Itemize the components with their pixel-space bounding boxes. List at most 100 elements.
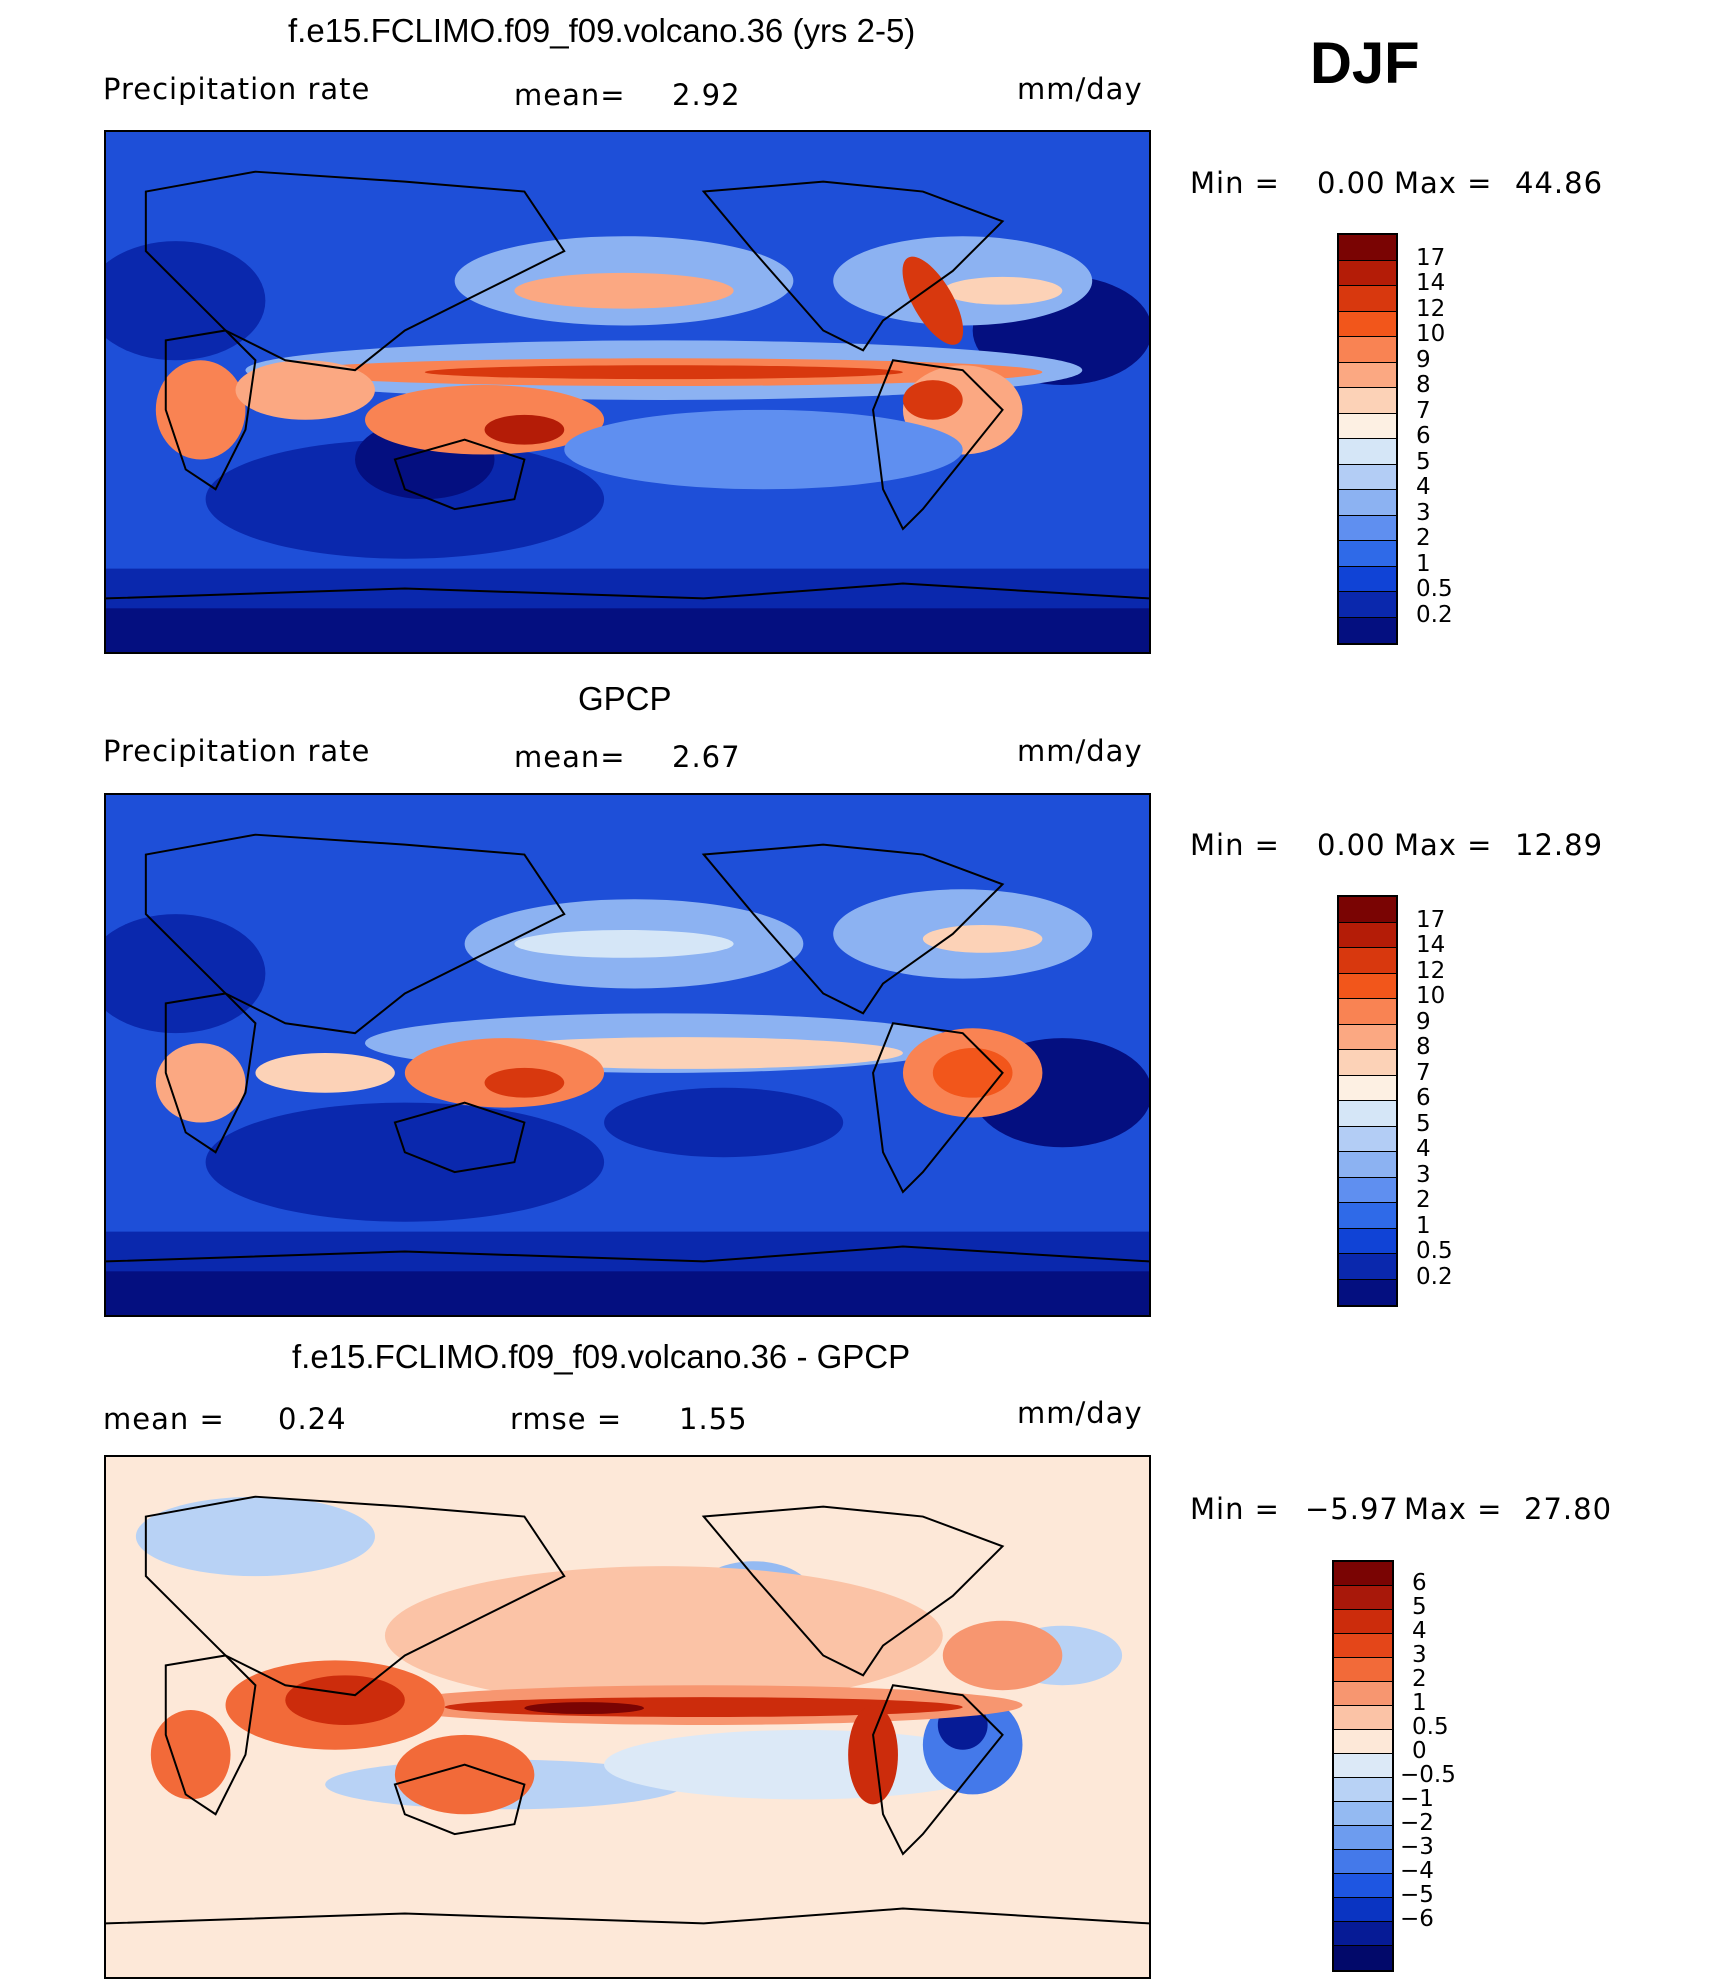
colorbar-tick-label: 3 xyxy=(1416,1161,1431,1188)
colorbar-swatch xyxy=(1339,337,1396,363)
panel3-rmse-label: rmse = xyxy=(510,1402,623,1436)
panel3-mean-label: mean = xyxy=(103,1402,225,1436)
panel1-max-value: 44.86 xyxy=(1515,166,1604,200)
panel1-min-value: 0.00 xyxy=(1317,166,1386,200)
colorbar-swatch xyxy=(1334,1778,1392,1802)
colorbar-swatch xyxy=(1339,490,1396,516)
colorbar-tick-label: 7 xyxy=(1416,1059,1431,1086)
colorbar-swatch xyxy=(1339,617,1396,643)
colorbar-swatch xyxy=(1339,566,1396,592)
colorbar-tick-label: 8 xyxy=(1416,1034,1431,1060)
colorbar-tick-label: 17 xyxy=(1416,244,1446,271)
colorbar-tick-label: 6 xyxy=(1416,1085,1431,1111)
colorbar-swatch xyxy=(1339,1177,1396,1203)
panel1-title: f.e15.FCLIMO.f09_f09.volcano.36 (yrs 2-5… xyxy=(288,12,916,49)
panel3-colorbar xyxy=(1332,1560,1394,1972)
panel1-mean-value: 2.92 xyxy=(672,78,741,112)
colorbar-swatch xyxy=(1334,1658,1392,1682)
panel1-max-label: Max = xyxy=(1394,166,1493,200)
colorbar-swatch xyxy=(1339,1152,1396,1178)
colorbar-swatch xyxy=(1334,1898,1392,1922)
colorbar-swatch xyxy=(1334,1946,1392,1970)
colorbar-tick-label: 9 xyxy=(1416,1008,1431,1035)
colorbar-tick-label: 3 xyxy=(1416,499,1431,526)
colorbar-swatch xyxy=(1334,1610,1392,1634)
colorbar-tick-label: 3 xyxy=(1412,1642,1427,1668)
colorbar-tick-label: 4 xyxy=(1416,1136,1431,1162)
colorbar-tick-label: 0 xyxy=(1412,1738,1427,1764)
panel2-units: mm/day xyxy=(1017,734,1143,768)
colorbar-tick-label: 0.5 xyxy=(1416,1238,1453,1264)
colorbar-tick-label: 4 xyxy=(1412,1618,1427,1644)
panel2-map-svg xyxy=(106,795,1149,1315)
panel2-min-value: 0.00 xyxy=(1317,828,1386,862)
colorbar-swatch xyxy=(1334,1706,1392,1730)
colorbar-tick-label: 9 xyxy=(1416,346,1431,373)
colorbar-swatch xyxy=(1339,311,1396,337)
colorbar-swatch xyxy=(1334,1850,1392,1874)
colorbar-swatch xyxy=(1339,464,1396,490)
panel2-map xyxy=(104,793,1151,1317)
panel3-rmse-value: 1.55 xyxy=(679,1402,748,1436)
panel1-colorbar xyxy=(1337,233,1398,645)
panel3-title: f.e15.FCLIMO.f09_f09.volcano.36 - GPCP xyxy=(292,1338,911,1375)
colorbar-swatch xyxy=(1339,235,1396,261)
panel2-mean-value: 2.67 xyxy=(672,740,741,774)
panel2-title: GPCP xyxy=(578,680,672,717)
colorbar-swatch xyxy=(1339,999,1396,1025)
colorbar-swatch xyxy=(1334,1562,1392,1586)
colorbar-tick-label: 5 xyxy=(1416,1110,1431,1137)
colorbar-tick-label: 2 xyxy=(1412,1666,1427,1692)
colorbar-swatch xyxy=(1339,1279,1396,1305)
colorbar-tick-label: 0.2 xyxy=(1416,1263,1453,1290)
panel2-mean-label: mean= xyxy=(514,740,626,774)
colorbar-tick-label: 1 xyxy=(1416,1212,1431,1239)
colorbar-swatch xyxy=(1334,1754,1392,1778)
colorbar-tick-label: 10 xyxy=(1416,321,1446,347)
panel3-map xyxy=(104,1455,1151,1979)
colorbar-swatch xyxy=(1339,439,1396,465)
colorbar-swatch xyxy=(1339,286,1396,312)
colorbar-tick-label: −3 xyxy=(1400,1834,1434,1860)
panel1-map xyxy=(104,130,1151,654)
colorbar-tick-label: −2 xyxy=(1400,1810,1434,1836)
panel2-min-label: Min = xyxy=(1190,828,1280,862)
colorbar-swatch xyxy=(1339,1228,1396,1254)
colorbar-swatch xyxy=(1339,515,1396,541)
colorbar-tick-label: 1 xyxy=(1416,550,1431,577)
colorbar-swatch xyxy=(1339,1254,1396,1280)
colorbar-swatch xyxy=(1334,1730,1392,1754)
colorbar-swatch xyxy=(1334,1634,1392,1658)
colorbar-tick-label: 5 xyxy=(1416,448,1431,475)
colorbar-swatch xyxy=(1339,541,1396,567)
colorbar-swatch xyxy=(1339,260,1396,286)
colorbar-swatch xyxy=(1339,1203,1396,1229)
colorbar-tick-label: −6 xyxy=(1400,1906,1434,1932)
colorbar-tick-label: 0.5 xyxy=(1412,1714,1449,1740)
colorbar-tick-label: 7 xyxy=(1416,397,1431,424)
panel2-max-label: Max = xyxy=(1394,828,1493,862)
colorbar-tick-label: 2 xyxy=(1416,525,1431,551)
colorbar-tick-label: 17 xyxy=(1416,906,1446,933)
colorbar-swatch xyxy=(1339,1126,1396,1152)
colorbar-swatch xyxy=(1339,1050,1396,1076)
panel3-max-value: 27.80 xyxy=(1524,1492,1613,1526)
panel2-variable-label: Precipitation rate xyxy=(103,734,371,768)
colorbar-swatch xyxy=(1339,362,1396,388)
colorbar-tick-label: 0.5 xyxy=(1416,576,1453,602)
colorbar-swatch xyxy=(1334,1586,1392,1610)
colorbar-swatch xyxy=(1339,413,1396,439)
colorbar-swatch xyxy=(1339,1075,1396,1101)
colorbar-swatch xyxy=(1339,1101,1396,1127)
colorbar-swatch xyxy=(1339,922,1396,948)
colorbar-tick-label: −0.5 xyxy=(1400,1762,1456,1788)
colorbar-swatch xyxy=(1334,1802,1392,1826)
colorbar-swatch xyxy=(1339,592,1396,618)
panel3-max-label: Max = xyxy=(1404,1492,1503,1526)
colorbar-tick-label: −5 xyxy=(1400,1882,1434,1908)
colorbar-tick-label: 1 xyxy=(1412,1690,1427,1716)
panel3-mean-value: 0.24 xyxy=(278,1402,347,1436)
panel2-max-value: 12.89 xyxy=(1515,828,1604,862)
panel3-units: mm/day xyxy=(1017,1396,1143,1430)
colorbar-swatch xyxy=(1334,1922,1392,1946)
